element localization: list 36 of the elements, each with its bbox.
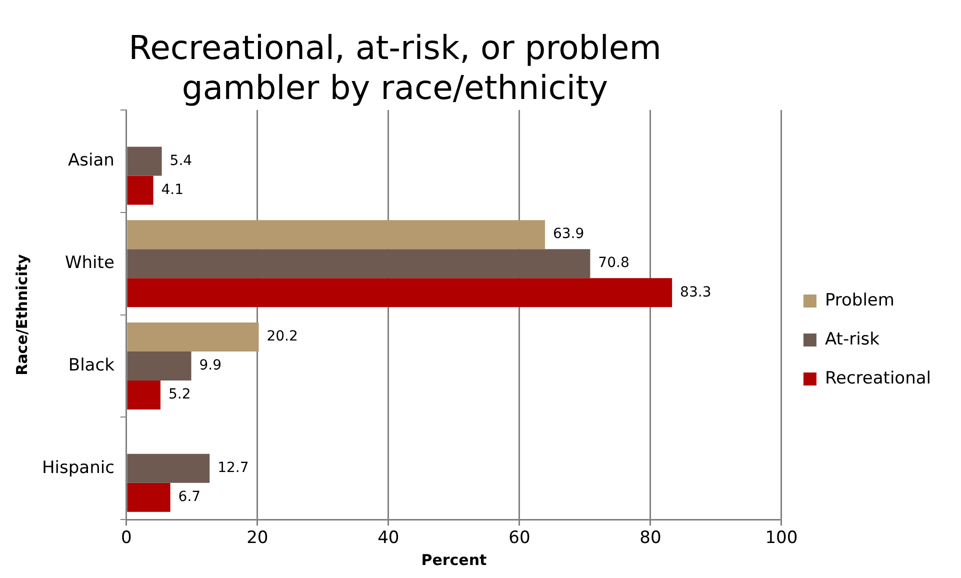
x-tick-label: 100 xyxy=(765,528,798,548)
legend-label: At-risk xyxy=(824,329,880,350)
data-label: 20.2 xyxy=(266,328,298,345)
data-label: 63.9 xyxy=(552,226,584,242)
bar xyxy=(127,380,160,410)
data-label: 70.8 xyxy=(598,255,630,272)
data-label: 9.9 xyxy=(199,358,222,374)
y-tick-label: Black xyxy=(68,355,115,376)
x-tick-label: 20 xyxy=(246,528,268,548)
y-tick-label: Hispanic xyxy=(42,458,114,478)
legend-label: Problem xyxy=(824,290,894,310)
bar xyxy=(127,146,162,176)
data-label: 83.3 xyxy=(680,284,712,300)
bar xyxy=(127,322,259,352)
x-tick-label: 40 xyxy=(378,528,400,548)
data-label: 12.7 xyxy=(218,460,249,476)
x-axis-title: Percent xyxy=(421,550,487,569)
bar xyxy=(127,278,672,308)
y-tick-label: White xyxy=(64,253,114,274)
data-label: 4.1 xyxy=(161,182,184,198)
y-axis-title: Race/Ethnicity xyxy=(12,254,31,376)
bar xyxy=(127,249,590,278)
data-label: 5.4 xyxy=(170,152,192,169)
bar xyxy=(127,220,545,250)
data-label: 6.7 xyxy=(178,489,201,506)
y-tick-label: Asian xyxy=(68,150,114,171)
chart-title: Recreational, at-risk, or problem gambler by race/ethnicity xyxy=(128,28,662,108)
x-tick-label: 60 xyxy=(508,528,530,548)
legend-label: Recreational xyxy=(824,368,932,388)
bar xyxy=(127,176,154,205)
bar xyxy=(127,351,192,381)
bar xyxy=(127,482,170,512)
x-tick-label: 80 xyxy=(640,528,662,548)
data-label: 5.2 xyxy=(168,386,191,403)
bar xyxy=(127,454,210,483)
x-tick-label: 0 xyxy=(121,528,132,548)
